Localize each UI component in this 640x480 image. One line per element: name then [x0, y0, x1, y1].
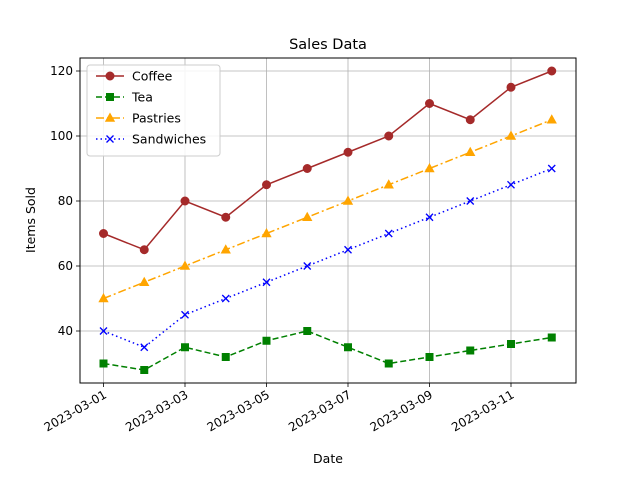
pastries-point: [302, 211, 313, 221]
series-coffee: [99, 66, 557, 255]
sandwiches-point: [99, 327, 108, 335]
pastries-line: [103, 119, 553, 300]
legend-label: Pastries: [132, 111, 181, 126]
tea-point: [507, 340, 515, 348]
tea-line: [103, 330, 552, 371]
tea-point: [466, 346, 475, 355]
grid: [80, 58, 576, 383]
legend-label: Tea: [131, 90, 153, 105]
pastries-point: [139, 276, 150, 286]
y-tick-label: 40: [58, 324, 73, 338]
tea-point: [344, 343, 352, 352]
legend-swatch-marker: [104, 112, 116, 122]
y-tick-label: 80: [58, 194, 73, 208]
y-axis: 40 60 80 100 120: [50, 64, 80, 338]
pastries-point: [220, 244, 231, 254]
x-marker-stroke: [262, 278, 271, 287]
series-pastries: [98, 114, 557, 303]
sandwiches-point: [303, 262, 312, 270]
sandwiches-point: [262, 278, 271, 287]
plot-area-frame: [79, 57, 577, 384]
tea-point: [303, 327, 312, 335]
x-marker-stroke: [221, 294, 230, 303]
coffee-point: [262, 180, 271, 190]
coffee-line: [103, 70, 553, 251]
series-layer: [98, 66, 557, 374]
x-marker-stroke: [507, 180, 515, 189]
x-marker-stroke: [384, 229, 393, 238]
sandwiches-point: [221, 294, 230, 303]
y-tick-label: 120: [50, 64, 73, 78]
sandwiches-point: [344, 245, 352, 254]
tea-point: [547, 333, 556, 342]
legend: Coffee Tea Pastries Sandwiches: [86, 64, 221, 157]
sandwiches-point: [507, 180, 515, 189]
pastries-point: [424, 162, 435, 173]
sandwiches-point: [547, 164, 556, 173]
legend-swatch-marker: [106, 135, 114, 143]
y-tick-label: 100: [50, 129, 73, 143]
pastries-point: [98, 292, 109, 303]
x-marker-stroke: [303, 262, 312, 270]
coffee-point: [180, 196, 190, 206]
x-axis-label: Date: [313, 451, 343, 466]
coffee-point: [302, 164, 312, 173]
x-marker-stroke: [425, 213, 434, 222]
coffee-point: [425, 99, 434, 108]
legend-item-sandwiches: Sandwiches: [96, 132, 206, 147]
legend-box: [86, 64, 221, 157]
coffee-point: [221, 212, 231, 222]
x-marker-stroke: [344, 245, 352, 254]
pastries-point: [383, 179, 394, 189]
coffee-point: [384, 131, 394, 141]
coffee-point: [139, 245, 149, 255]
coffee-point: [343, 147, 353, 157]
tea-point: [221, 353, 230, 361]
x-marker-stroke: [106, 135, 114, 143]
legend-item-coffee: Coffee: [96, 69, 173, 84]
pastries-point: [505, 130, 517, 140]
pastries-point: [261, 227, 272, 238]
tea-point: [425, 353, 434, 361]
tea-point: [99, 359, 108, 368]
coffee-point: [465, 115, 475, 125]
x-marker-stroke: [466, 197, 475, 205]
sandwiches-point: [140, 343, 149, 352]
x-marker-stroke: [547, 164, 556, 173]
chart-title: Sales Data: [289, 37, 367, 53]
pastries-point: [546, 114, 557, 124]
pastries-point: [342, 195, 354, 205]
pastries-point: [465, 146, 476, 156]
x-marker-stroke: [140, 343, 149, 352]
sandwiches-point: [384, 229, 393, 238]
sandwiches-point: [466, 197, 475, 205]
tea-point: [262, 336, 271, 345]
y-tick-label: 60: [58, 259, 73, 273]
coffee-point: [547, 66, 557, 76]
legend-swatch-marker: [105, 71, 115, 81]
y-axis-label: Items Sold: [23, 187, 38, 253]
sandwiches-point: [425, 213, 434, 222]
sandwiches-line: [103, 167, 553, 349]
tea-point: [140, 366, 149, 374]
series-sandwiches: [99, 164, 556, 352]
sandwiches-point: [181, 310, 189, 319]
legend-item-pastries: Pastries: [96, 111, 181, 126]
x-marker-stroke: [181, 310, 189, 319]
x-marker-stroke: [99, 327, 108, 335]
tea-point: [181, 343, 189, 352]
coffee-point: [99, 229, 108, 238]
coffee-point: [506, 82, 516, 92]
legend-label: Coffee: [132, 69, 173, 84]
legend-item-tea: Tea: [96, 90, 153, 105]
tea-point: [384, 359, 393, 368]
legend-swatch-marker: [106, 93, 114, 101]
legend-label: Sandwiches: [132, 132, 206, 147]
pastries-point: [179, 260, 191, 270]
series-tea: [99, 327, 556, 374]
